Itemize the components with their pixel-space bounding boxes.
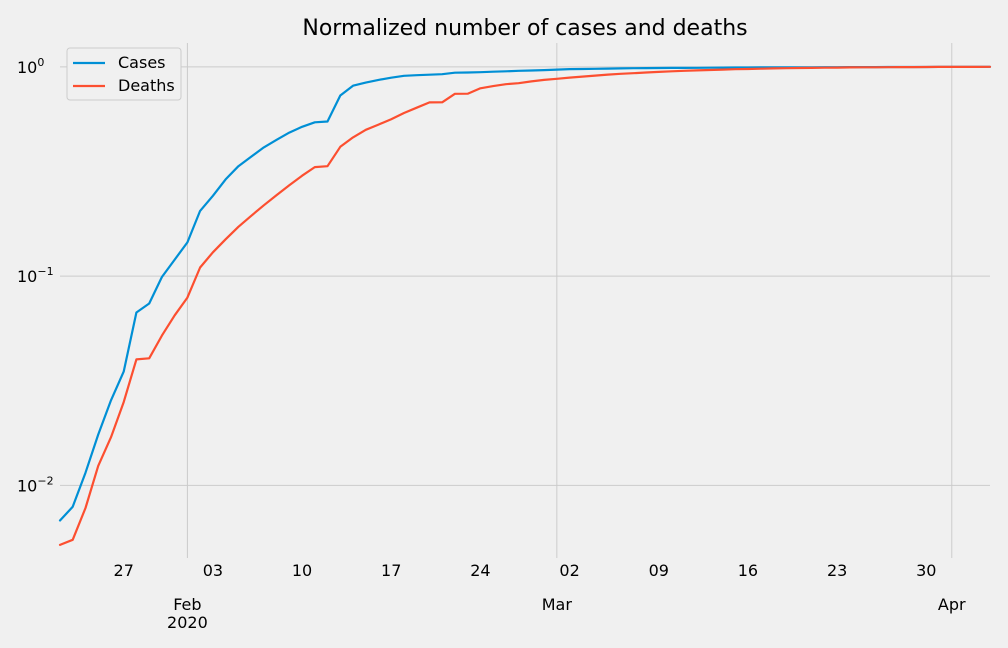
x-minor-tick-label: 30 [916,561,936,580]
x-minor-tick-label: 03 [203,561,223,580]
y-tick-label: 10−1 [17,265,54,286]
series-line-deaths [58,65,992,547]
legend-label: Deaths [118,76,175,95]
x-minor-tick-label: 16 [738,561,758,580]
x-minor-tick-label: 10 [292,561,312,580]
x-minor-tick-label: 09 [649,561,669,580]
x-minor-tick-label: 17 [381,561,401,580]
x-major-tick-sublabel: 2020 [167,613,208,632]
series-lines [58,65,992,547]
x-major-tick-label: Mar [542,595,573,614]
legend-label: Cases [118,53,166,72]
chart-title: Normalized number of cases and deaths [302,16,747,41]
x-minor-tick-label: 23 [827,561,847,580]
series-line-cases [58,65,992,522]
x-minor-tick-label: 27 [114,561,134,580]
x-minor-tick-label: 24 [470,561,490,580]
x-minor-tick-label: 02 [559,561,579,580]
y-tick-labels: 10−2 10−1 100 [17,56,54,496]
grid [60,43,990,558]
x-major-tick-label: Feb [173,595,201,614]
legend: Cases Deaths [66,47,182,101]
y-tick-label: 10−2 [17,474,54,495]
x-major-tick-label: Apr [938,595,966,614]
y-tick-label: 100 [17,56,44,77]
